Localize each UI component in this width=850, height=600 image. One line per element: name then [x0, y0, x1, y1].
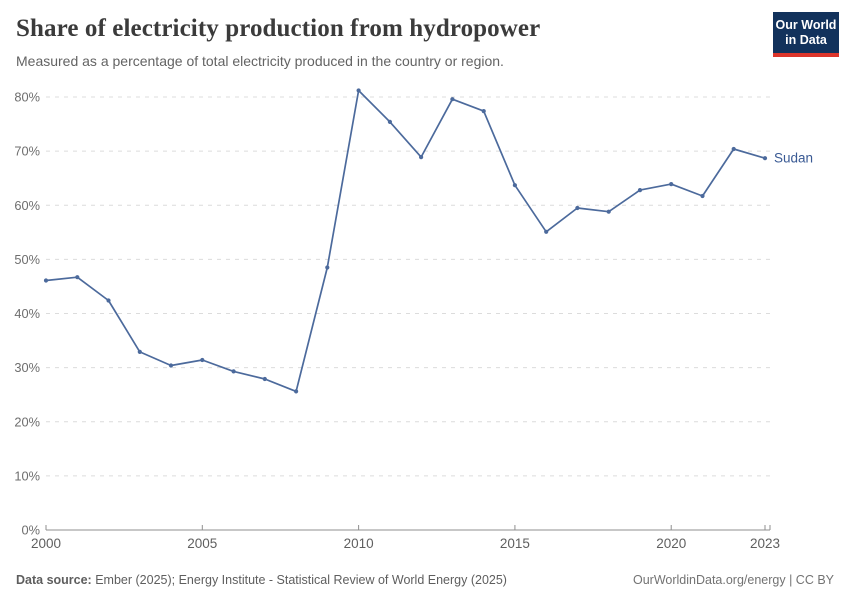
- x-axis-label-2000: 2000: [31, 536, 61, 551]
- data-point-2003: [137, 349, 142, 354]
- data-point-2015: [512, 183, 518, 188]
- y-axis-label-70: 70%: [14, 144, 40, 159]
- y-axis-label-0: 0%: [22, 523, 41, 538]
- y-axis-label-40: 40%: [14, 306, 40, 321]
- data-point-2012: [419, 155, 424, 160]
- series-label-sudan[interactable]: Sudan: [774, 151, 813, 166]
- data-point-2006: [231, 369, 236, 374]
- data-point-2009: [325, 265, 330, 270]
- data-source-text: Ember (2025); Energy Institute - Statist…: [95, 573, 507, 587]
- line-chart-svg[interactable]: 0% 10% 20% 30% 40% 50% 60% 70% 80% 2000 2005 2010 20…: [0, 80, 850, 560]
- x-axis-label-2015: 2015: [500, 536, 530, 551]
- data-point-2022: [731, 146, 736, 152]
- series-line-sudan[interactable]: [45, 89, 766, 393]
- data-point-2010: [356, 88, 361, 93]
- y-axis-label-20: 20%: [14, 414, 40, 429]
- y-axis-label-60: 60%: [14, 198, 40, 213]
- data-point-2001: [75, 275, 80, 280]
- data-point-2008: [294, 389, 299, 394]
- data-point-2011: [387, 119, 392, 124]
- data-point-2014: [481, 109, 486, 114]
- data-point-2016: [544, 229, 549, 234]
- owid-logo-line2: in Data: [785, 32, 827, 47]
- y-axis-label-30: 30%: [14, 360, 40, 375]
- data-point-2020: [669, 182, 674, 187]
- data-point-2004: [168, 363, 174, 368]
- chart-footer: Data source: Ember (2025); Energy Instit…: [16, 572, 834, 588]
- data-point-2017: [575, 205, 580, 211]
- credit-link[interactable]: OurWorldinData.org/energy | CC BY: [632, 573, 834, 587]
- y-axis-label-10: 10%: [14, 468, 40, 483]
- data-point-2000: [43, 278, 49, 283]
- data-source-label: Data source:: [16, 573, 92, 587]
- page-title: Share of electricity production from hyd…: [16, 15, 541, 42]
- data-point-2002: [106, 298, 111, 303]
- owid-logo[interactable]: Our World in Data: [773, 12, 839, 57]
- data-source-note: Data source: Ember (2025); Energy Instit…: [16, 572, 507, 588]
- data-point-2007: [262, 376, 267, 382]
- x-axis-label-2020: 2020: [656, 536, 686, 551]
- chart-header: Share of electricity production from hyd…: [0, 0, 850, 70]
- data-point-2005: [200, 357, 205, 363]
- data-point-2018: [606, 209, 611, 214]
- x-axis-label-2023: 2023: [750, 536, 780, 551]
- chart-subtitle: Measured as a percentage of total electr…: [16, 53, 504, 69]
- y-axis-label-50: 50%: [14, 252, 40, 267]
- data-point-2023: [762, 156, 768, 161]
- x-axis-label-2010: 2010: [344, 536, 374, 551]
- owid-logo-line1: Our World: [775, 17, 837, 32]
- x-axis-label-2005: 2005: [187, 536, 217, 551]
- data-point-2021: [700, 193, 705, 199]
- y-axis-label-80: 80%: [14, 90, 40, 105]
- data-point-2013: [450, 97, 455, 102]
- data-point-2019: [637, 188, 643, 193]
- line-chart-plot-area[interactable]: 0% 10% 20% 30% 40% 50% 60% 70% 80% 2000 2005 2010 20…: [0, 80, 850, 560]
